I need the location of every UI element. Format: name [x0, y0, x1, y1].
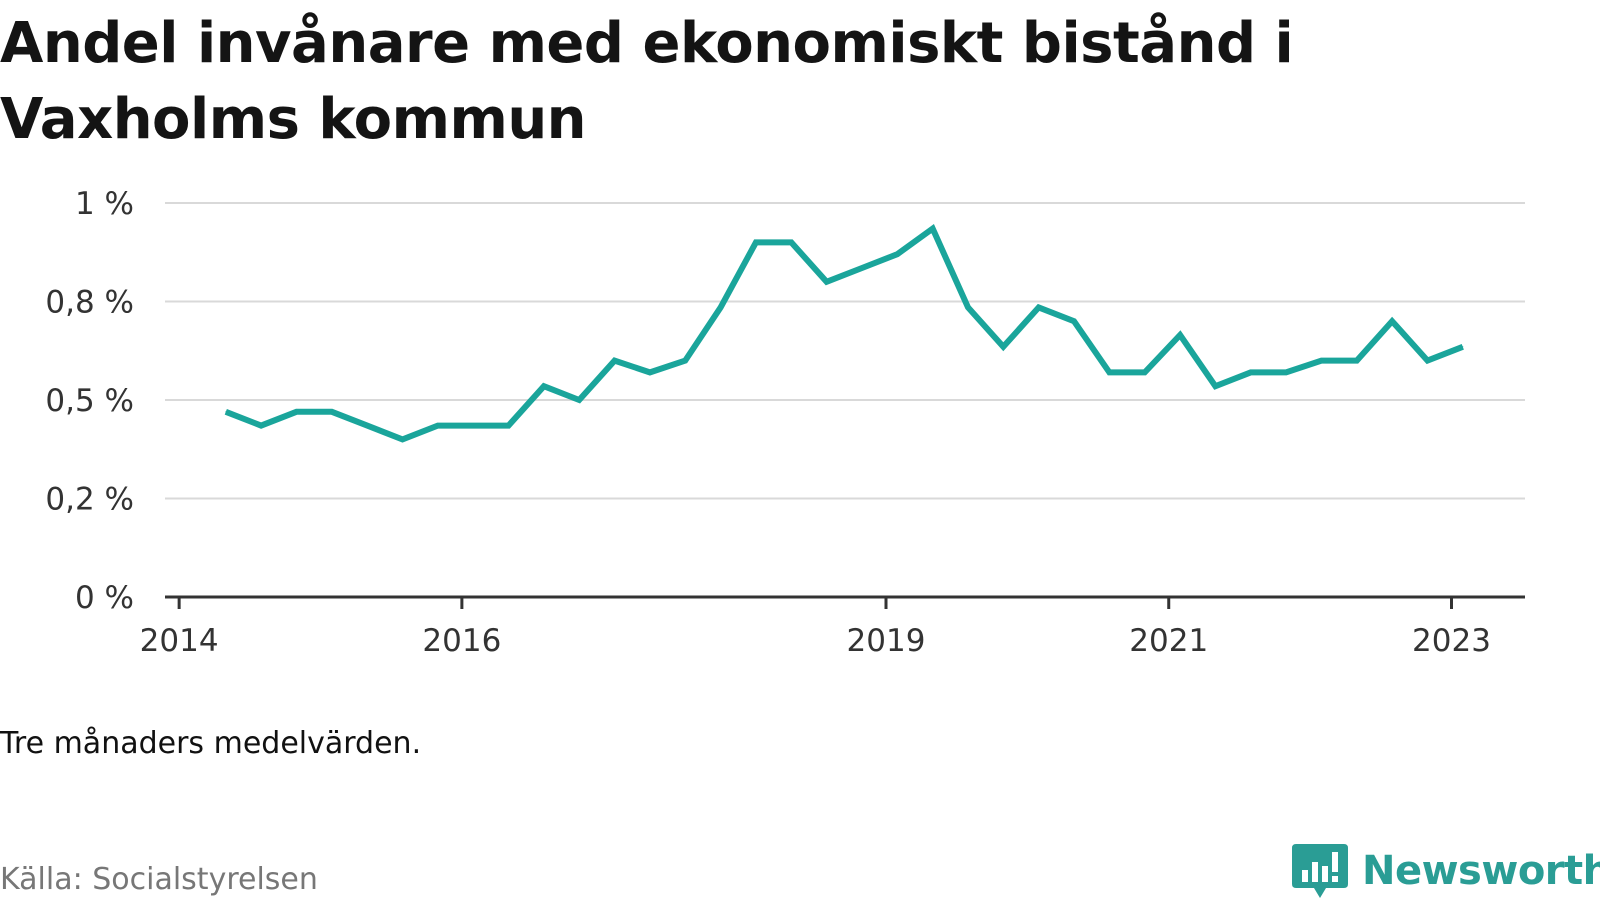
brand-name: Newsworthy: [1362, 848, 1600, 894]
x-tick-label: 2019: [847, 623, 926, 659]
data-point: [614, 360, 616, 362]
data-point: [1002, 346, 1004, 348]
data-point: [578, 399, 580, 401]
y-tick-label: 0 %: [75, 580, 134, 616]
data-point: [1108, 371, 1110, 373]
data-point: [295, 411, 297, 413]
data-point: [967, 306, 969, 308]
y-tick-label: 1 %: [75, 186, 134, 222]
x-tick-label: 2021: [1129, 623, 1208, 659]
data-point: [720, 306, 722, 308]
y-tick-label: 0,2 %: [45, 482, 134, 518]
y-tick-label: 0,8 %: [45, 285, 134, 321]
data-point: [1073, 320, 1075, 322]
source-credit: Källa: Socialstyrelsen: [0, 862, 318, 897]
data-point: [437, 425, 439, 427]
data-point: [1356, 360, 1358, 362]
data-series: [224, 224, 1464, 443]
data-point: [932, 228, 934, 230]
data-point: [896, 253, 898, 255]
x-tick-label: 2014: [140, 623, 219, 659]
data-point: [790, 241, 792, 243]
y-gridlines: [165, 202, 1525, 500]
data-point: [1320, 360, 1322, 362]
data-point: [826, 281, 828, 283]
data-point: [366, 425, 368, 427]
data-point: [331, 411, 333, 413]
data-point: [649, 371, 651, 373]
line-chart: 0 %0,2 %0,5 %0,8 %1 % 2014 2016 2019 2021 20…: [45, 186, 1525, 659]
data-point: [1426, 360, 1428, 362]
data-point: [684, 360, 686, 362]
data-point: [472, 425, 474, 427]
data-point: [1038, 306, 1040, 308]
chart-title: Andel invånare med ekonomiskt bistånd i …: [0, 11, 1294, 152]
data-point: [755, 241, 757, 243]
x-tick-label: 2023: [1412, 623, 1491, 659]
data-point: [1391, 320, 1393, 322]
chart-note: Tre månaders medelvärden.: [0, 726, 422, 761]
data-point: [543, 385, 545, 387]
data-point: [861, 267, 863, 269]
y-tick-label: 0,5 %: [45, 383, 134, 419]
data-point: [508, 425, 510, 427]
data-point: [225, 411, 227, 413]
data-point: [1179, 334, 1181, 336]
data-point: [1250, 371, 1252, 373]
data-point: [402, 438, 404, 440]
data-point: [1285, 371, 1287, 373]
x-tick-label: 2016: [422, 623, 501, 659]
series-line: [224, 224, 1464, 443]
newsworthy-chart-icon: [1292, 844, 1348, 898]
data-point: [1214, 385, 1216, 387]
data-point: [1144, 371, 1146, 373]
x-axis: 2014 2016 2019 2021 2023: [140, 595, 1525, 659]
y-tick-labels: 0 % 0,2 % 0,5 % 0,8 % 1 %: [45, 186, 134, 616]
data-point: [260, 425, 262, 427]
newsworthy-logo: Newsworthy: [1292, 844, 1600, 900]
data-point: [1462, 346, 1464, 348]
